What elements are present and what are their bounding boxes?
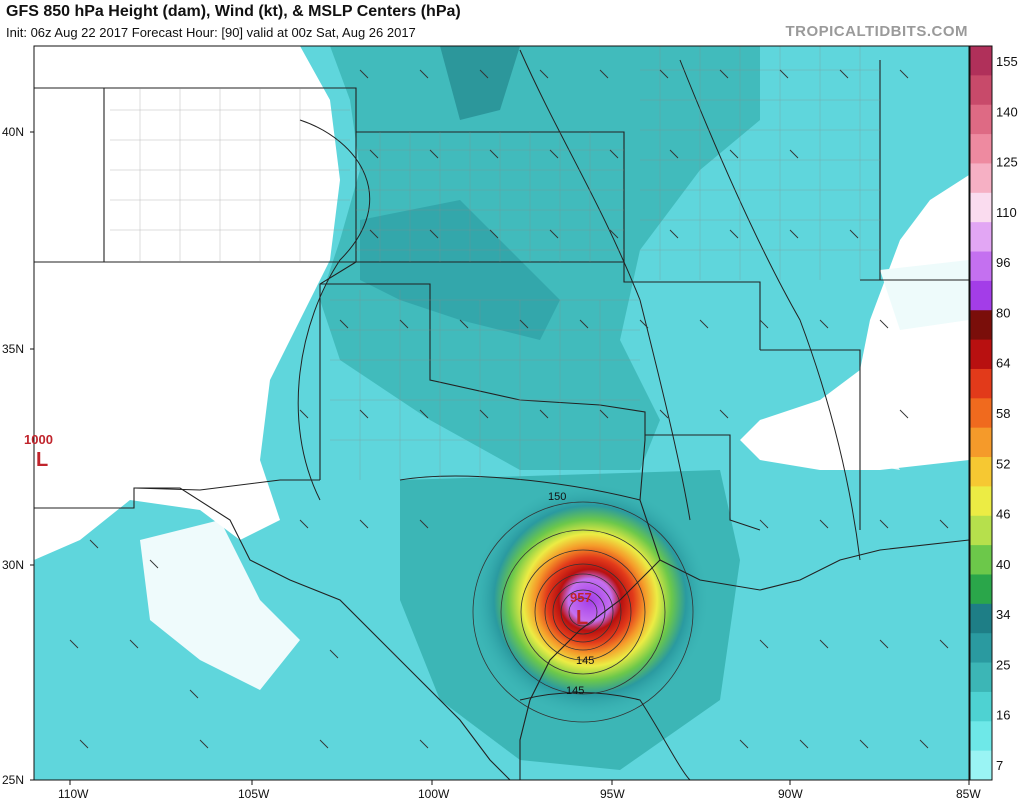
map-plot-area [34, 46, 970, 781]
colorbar-swatch [970, 310, 992, 341]
storm-low-symbol: L [576, 607, 588, 629]
storm-pressure: 957 [570, 590, 592, 605]
colorbar-swatch [970, 368, 992, 399]
colorbar-label: 46 [996, 507, 1010, 522]
colorbar-swatch [970, 251, 992, 282]
colorbar-swatch [970, 280, 992, 311]
contour-label-150: 150 [548, 491, 566, 503]
low-west-pressure: 1000 [24, 432, 53, 447]
colorbar-swatch [970, 398, 992, 429]
colorbar-swatch [970, 427, 992, 458]
colorbar-swatch [970, 486, 992, 517]
colorbar-swatch [970, 691, 992, 722]
colorbar-border [969, 45, 993, 781]
brand-watermark: TROPICALTIDBITS.COM [785, 23, 968, 40]
lon-label-90w: 90W [778, 787, 803, 801]
colorbar-swatch [970, 46, 992, 76]
colorbar-label: 96 [996, 255, 1010, 270]
colorbar-swatch [970, 633, 992, 664]
lat-label-30n: 30N [2, 558, 24, 572]
colorbar-swatch [970, 192, 992, 223]
wind-barbs [69, 69, 949, 749]
colorbar-swatch [970, 222, 992, 253]
contour-label-145-b: 145 [566, 685, 584, 697]
colorbar-swatch [970, 603, 992, 634]
map-subtitle: Init: 06z Aug 22 2017 Forecast Hour: [90… [6, 25, 416, 40]
colorbar-label: 52 [996, 456, 1010, 471]
colorbar-label: 140 [996, 104, 1018, 119]
lat-label-35n: 35N [2, 342, 24, 356]
county-lines [110, 46, 880, 480]
colorbar-swatch [970, 721, 992, 752]
colorbar-swatch [970, 457, 992, 487]
map-title: GFS 850 hPa Height (dam), Wind (kt), & M… [6, 3, 461, 20]
lon-label-100w: 100W [418, 787, 450, 801]
lat-label-40n: 40N [2, 125, 24, 139]
colorbar-label: 58 [996, 406, 1010, 421]
colorbar-swatch [970, 574, 992, 605]
lon-label-105w: 105W [238, 787, 270, 801]
colorbar-swatch [970, 515, 992, 546]
colorbar-label: 125 [996, 155, 1018, 170]
map-frame [33, 45, 970, 781]
colorbar-label: 110 [996, 205, 1017, 220]
contour-label-145-a: 145 [576, 655, 594, 667]
colorbar-label: 25 [996, 657, 1010, 672]
colorbar-swatch [970, 662, 992, 693]
colorbar-swatch [970, 545, 992, 575]
colorbar-label: 7 [996, 758, 1003, 773]
lat-label-25n: 25N [2, 773, 24, 787]
colorbar-swatch [970, 104, 992, 135]
colorbar-label: 155 [996, 54, 1018, 69]
colorbar-swatch [970, 163, 992, 194]
low-west-symbol: L [36, 449, 48, 471]
colorbar-label: 64 [996, 356, 1010, 371]
lon-ticks [69, 780, 970, 785]
mslp-contours [472, 501, 694, 723]
colorbar-swatch [970, 134, 992, 164]
lon-label-85w: 85W [956, 787, 981, 801]
colorbar: 155 140 125 110 96 80 64 58 52 46 40 34 25 16 7 [969, 45, 1018, 781]
lon-label-95w: 95W [600, 787, 625, 801]
colorbar-swatch [970, 339, 992, 370]
lon-label-110w: 110W [58, 787, 89, 801]
colorbar-swatch [970, 750, 992, 781]
colorbar-swatch [970, 75, 992, 106]
colorbar-label: 16 [996, 708, 1010, 723]
colorbar-label: 80 [996, 305, 1010, 320]
lat-ticks [30, 131, 34, 781]
colorbar-label: 40 [996, 557, 1010, 572]
colorbar-label: 34 [996, 607, 1010, 622]
